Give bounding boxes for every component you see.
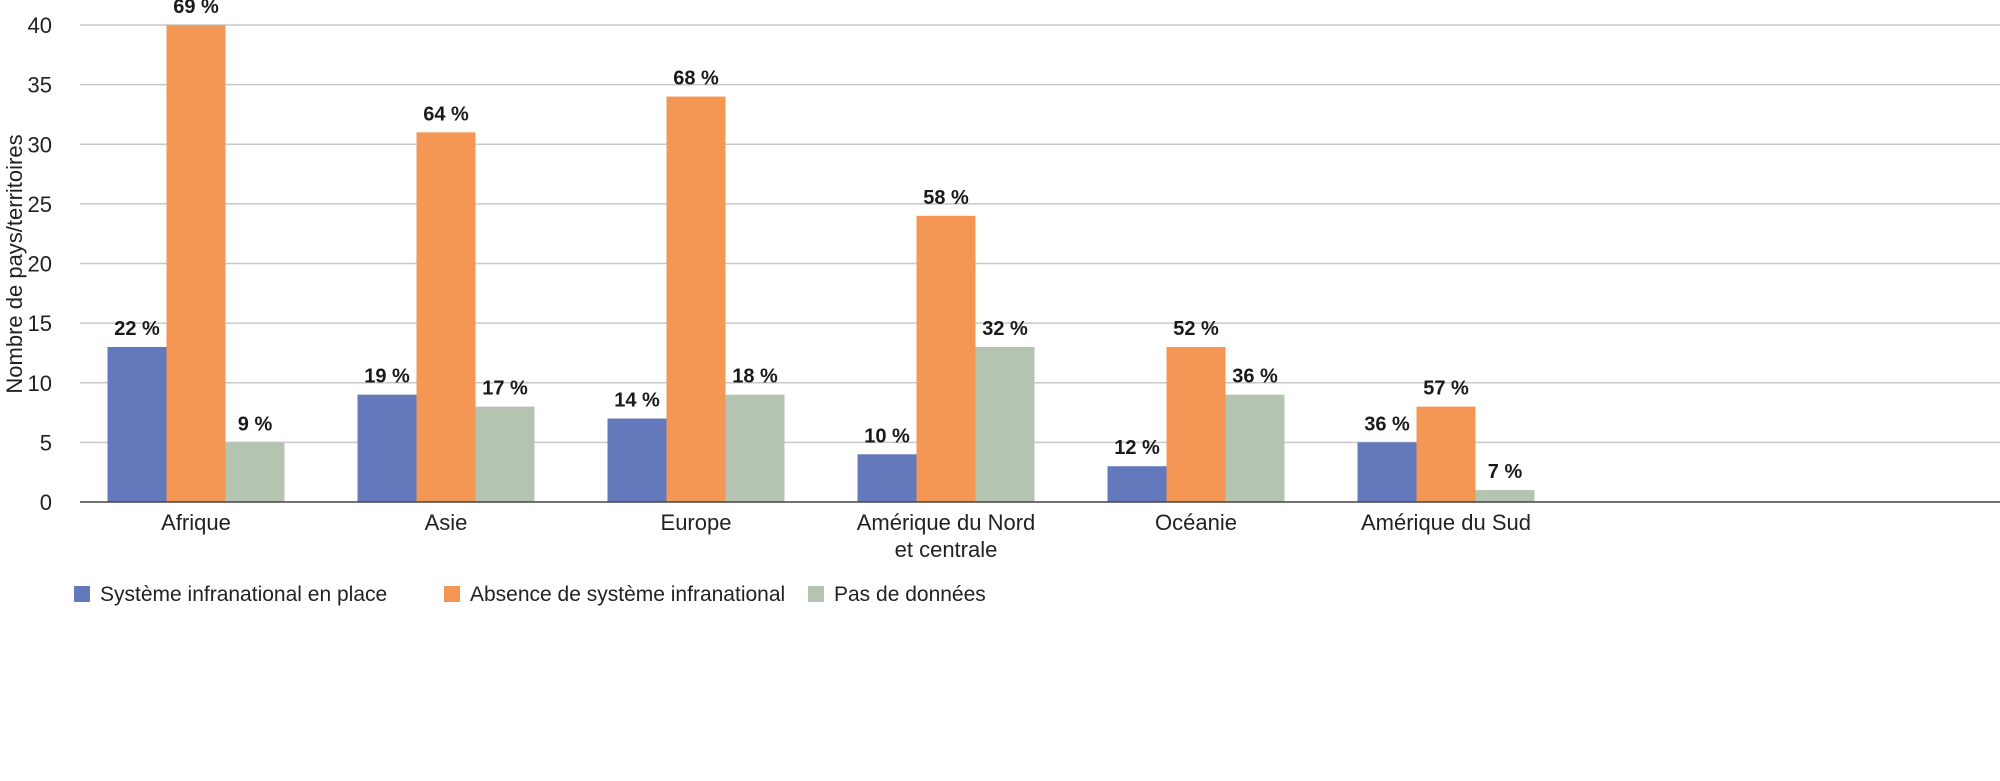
data-label: 22 % [114, 318, 160, 340]
bar [166, 25, 226, 502]
bar [857, 454, 917, 502]
data-label: 69 % [173, 0, 219, 18]
bar [725, 394, 785, 502]
data-label: 64 % [423, 103, 469, 125]
x-category-label: Océanie [1155, 510, 1237, 535]
y-tick-label: 5 [40, 430, 52, 455]
legend-swatch [74, 586, 90, 602]
data-label: 12 % [1114, 437, 1160, 459]
bar [475, 406, 535, 502]
legend-label: Système infranational en place [100, 583, 387, 606]
data-label: 14 % [614, 390, 660, 412]
legend-swatch [444, 586, 460, 602]
data-label: 10 % [864, 425, 910, 447]
bar [607, 418, 667, 502]
legend: Système infranational en place Absence de… [74, 583, 986, 606]
data-label: 18 % [732, 366, 778, 388]
x-category-label: Afrique [161, 510, 231, 535]
data-label: 58 % [923, 187, 969, 209]
x-category-label: Amérique du Sud [1361, 510, 1531, 535]
data-label: 32 % [982, 318, 1028, 340]
y-tick-label: 15 [28, 311, 52, 336]
gridlines [80, 24, 2000, 444]
y-tick-label: 25 [28, 192, 52, 217]
y-tick-label: 10 [28, 371, 52, 396]
bar [1107, 466, 1167, 502]
y-tick-label: 40 [28, 13, 52, 38]
y-axis-label: Nombre de pays/territoires [2, 134, 27, 393]
bar [916, 215, 976, 503]
y-axis-ticks: 0 5 10 15 20 25 30 35 40 [28, 13, 52, 515]
bar [666, 96, 726, 503]
data-label: 36 % [1232, 366, 1278, 388]
legend-label: Pas de données [834, 583, 986, 606]
data-label: 57 % [1423, 378, 1469, 400]
data-label: 9 % [238, 413, 273, 435]
data-label: 36 % [1364, 413, 1410, 435]
legend-swatch [808, 586, 824, 602]
y-tick-label: 35 [28, 73, 52, 98]
bar [416, 132, 476, 502]
bar [107, 346, 167, 502]
x-category-label: Asie [425, 510, 468, 535]
bar [975, 346, 1035, 502]
x-category-label: Amérique du Nord [857, 510, 1036, 535]
y-tick-label: 20 [28, 252, 52, 277]
data-labels: 22 % 69 % 9 % 19 % 64 % 17 % 14 % 68 % 18 % 10 % 5… [114, 0, 1522, 483]
legend-label: Absence de système infranational [470, 583, 785, 606]
y-tick-label: 0 [40, 490, 52, 515]
data-label: 17 % [482, 378, 528, 400]
bar [1225, 394, 1285, 502]
x-category-label: Europe [661, 510, 732, 535]
bar [1166, 346, 1226, 502]
y-tick-label: 30 [28, 132, 52, 157]
data-label: 52 % [1173, 318, 1219, 340]
data-label: 7 % [1488, 461, 1523, 483]
bar [357, 394, 417, 502]
bar [1357, 442, 1417, 502]
bars [107, 25, 1535, 503]
bar [1416, 406, 1476, 502]
bar [1475, 490, 1535, 502]
x-category-label: et centrale [895, 537, 998, 562]
data-label: 68 % [673, 68, 719, 90]
bar [225, 442, 285, 502]
data-label: 19 % [364, 366, 410, 388]
